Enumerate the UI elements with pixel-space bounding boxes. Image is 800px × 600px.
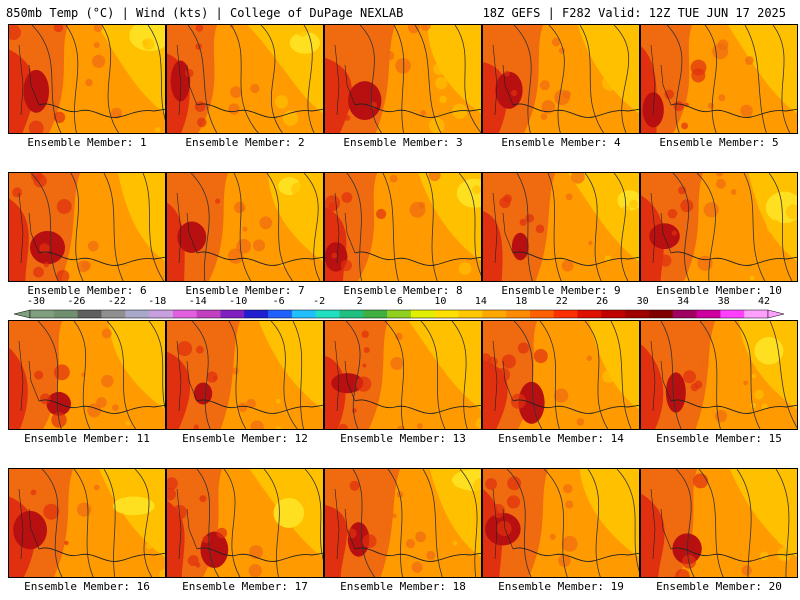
- ensemble-member-label: Ensemble Member: 6: [27, 284, 147, 297]
- ensemble-map-6: [8, 172, 166, 282]
- colorbar-tick-label: -6: [272, 296, 285, 307]
- ensemble-map-18: [324, 468, 482, 578]
- colorbar-tick-label: -22: [107, 296, 126, 307]
- ensemble-map-14: [482, 320, 640, 430]
- colorbar-tick-label: 14: [474, 296, 487, 307]
- ensemble-member-label: Ensemble Member: 12: [182, 432, 308, 445]
- colorbar-tick-label: 26: [596, 296, 609, 307]
- ensemble-map-9: [482, 172, 640, 282]
- ensemble-member-label: Ensemble Member: 20: [656, 580, 782, 593]
- ensemble-member-label: Ensemble Member: 14: [498, 432, 624, 445]
- colorbar-tick-label: 34: [677, 296, 690, 307]
- ensemble-member-label: Ensemble Member: 4: [501, 136, 621, 149]
- colorbar-tick-label: 30: [636, 296, 649, 307]
- ensemble-map-19: [482, 468, 640, 578]
- ensemble-map-4: [482, 24, 640, 134]
- colorbar-tick-label: -18: [148, 296, 167, 307]
- ensemble-member-label: Ensemble Member: 8: [343, 284, 463, 297]
- header-left-title: 850mb Temp (°C) | Wind (kts) | College o…: [6, 6, 404, 20]
- ensemble-map-1: [8, 24, 166, 134]
- ensemble-member-label: Ensemble Member: 16: [24, 580, 150, 593]
- ensemble-member-label: Ensemble Member: 13: [340, 432, 466, 445]
- ensemble-map-7: [166, 172, 324, 282]
- ensemble-map-17: [166, 468, 324, 578]
- ensemble-map-11: [8, 320, 166, 430]
- colorbar-tick-label: 6: [396, 296, 404, 307]
- colorbar-tick-label: -26: [67, 296, 86, 307]
- ensemble-member-label: Ensemble Member: 15: [656, 432, 782, 445]
- ensemble-member-label: Ensemble Member: 2: [185, 136, 305, 149]
- ensemble-member-label: Ensemble Member: 11: [24, 432, 150, 445]
- ensemble-map-20: [640, 468, 798, 578]
- ensemble-member-label: Ensemble Member: 10: [656, 284, 782, 297]
- ensemble-member-label: Ensemble Member: 18: [340, 580, 466, 593]
- ensemble-member-label: Ensemble Member: 5: [659, 136, 779, 149]
- colorbar-tick-label: -2: [313, 296, 326, 307]
- colorbar-tick-label: 2: [356, 296, 363, 307]
- ensemble-member-label: Ensemble Member: 1: [27, 136, 147, 149]
- temperature-colorbar: [13, 309, 785, 319]
- ensemble-map-10: [640, 172, 798, 282]
- ensemble-member-label: Ensemble Member: 7: [185, 284, 305, 297]
- colorbar-tick-label: 22: [555, 296, 568, 307]
- ensemble-map-13: [324, 320, 482, 430]
- colorbar-tick-label: 10: [434, 296, 447, 307]
- ensemble-member-label: Ensemble Member: 3: [343, 136, 463, 149]
- ensemble-map-8: [324, 172, 482, 282]
- colorbar-tick-label: 18: [515, 296, 528, 307]
- ensemble-map-3: [324, 24, 482, 134]
- ensemble-member-label: Ensemble Member: 19: [498, 580, 624, 593]
- ensemble-member-label: Ensemble Member: 17: [182, 580, 308, 593]
- colorbar-tick-label: -10: [229, 296, 248, 307]
- header-right-title: 18Z GEFS | F282 Valid: 12Z TUE JUN 17 20…: [482, 6, 786, 20]
- colorbar-tick-label: 42: [757, 296, 771, 307]
- ensemble-map-2: [166, 24, 324, 134]
- ensemble-map-12: [166, 320, 324, 430]
- ensemble-map-5: [640, 24, 798, 134]
- colorbar-tick-label: 38: [717, 296, 730, 307]
- ensemble-map-15: [640, 320, 798, 430]
- colorbar-tick-label: -14: [188, 296, 207, 307]
- ensemble-map-16: [8, 468, 166, 578]
- ensemble-member-label: Ensemble Member: 9: [501, 284, 621, 297]
- colorbar-tick-label: -30: [26, 296, 46, 307]
